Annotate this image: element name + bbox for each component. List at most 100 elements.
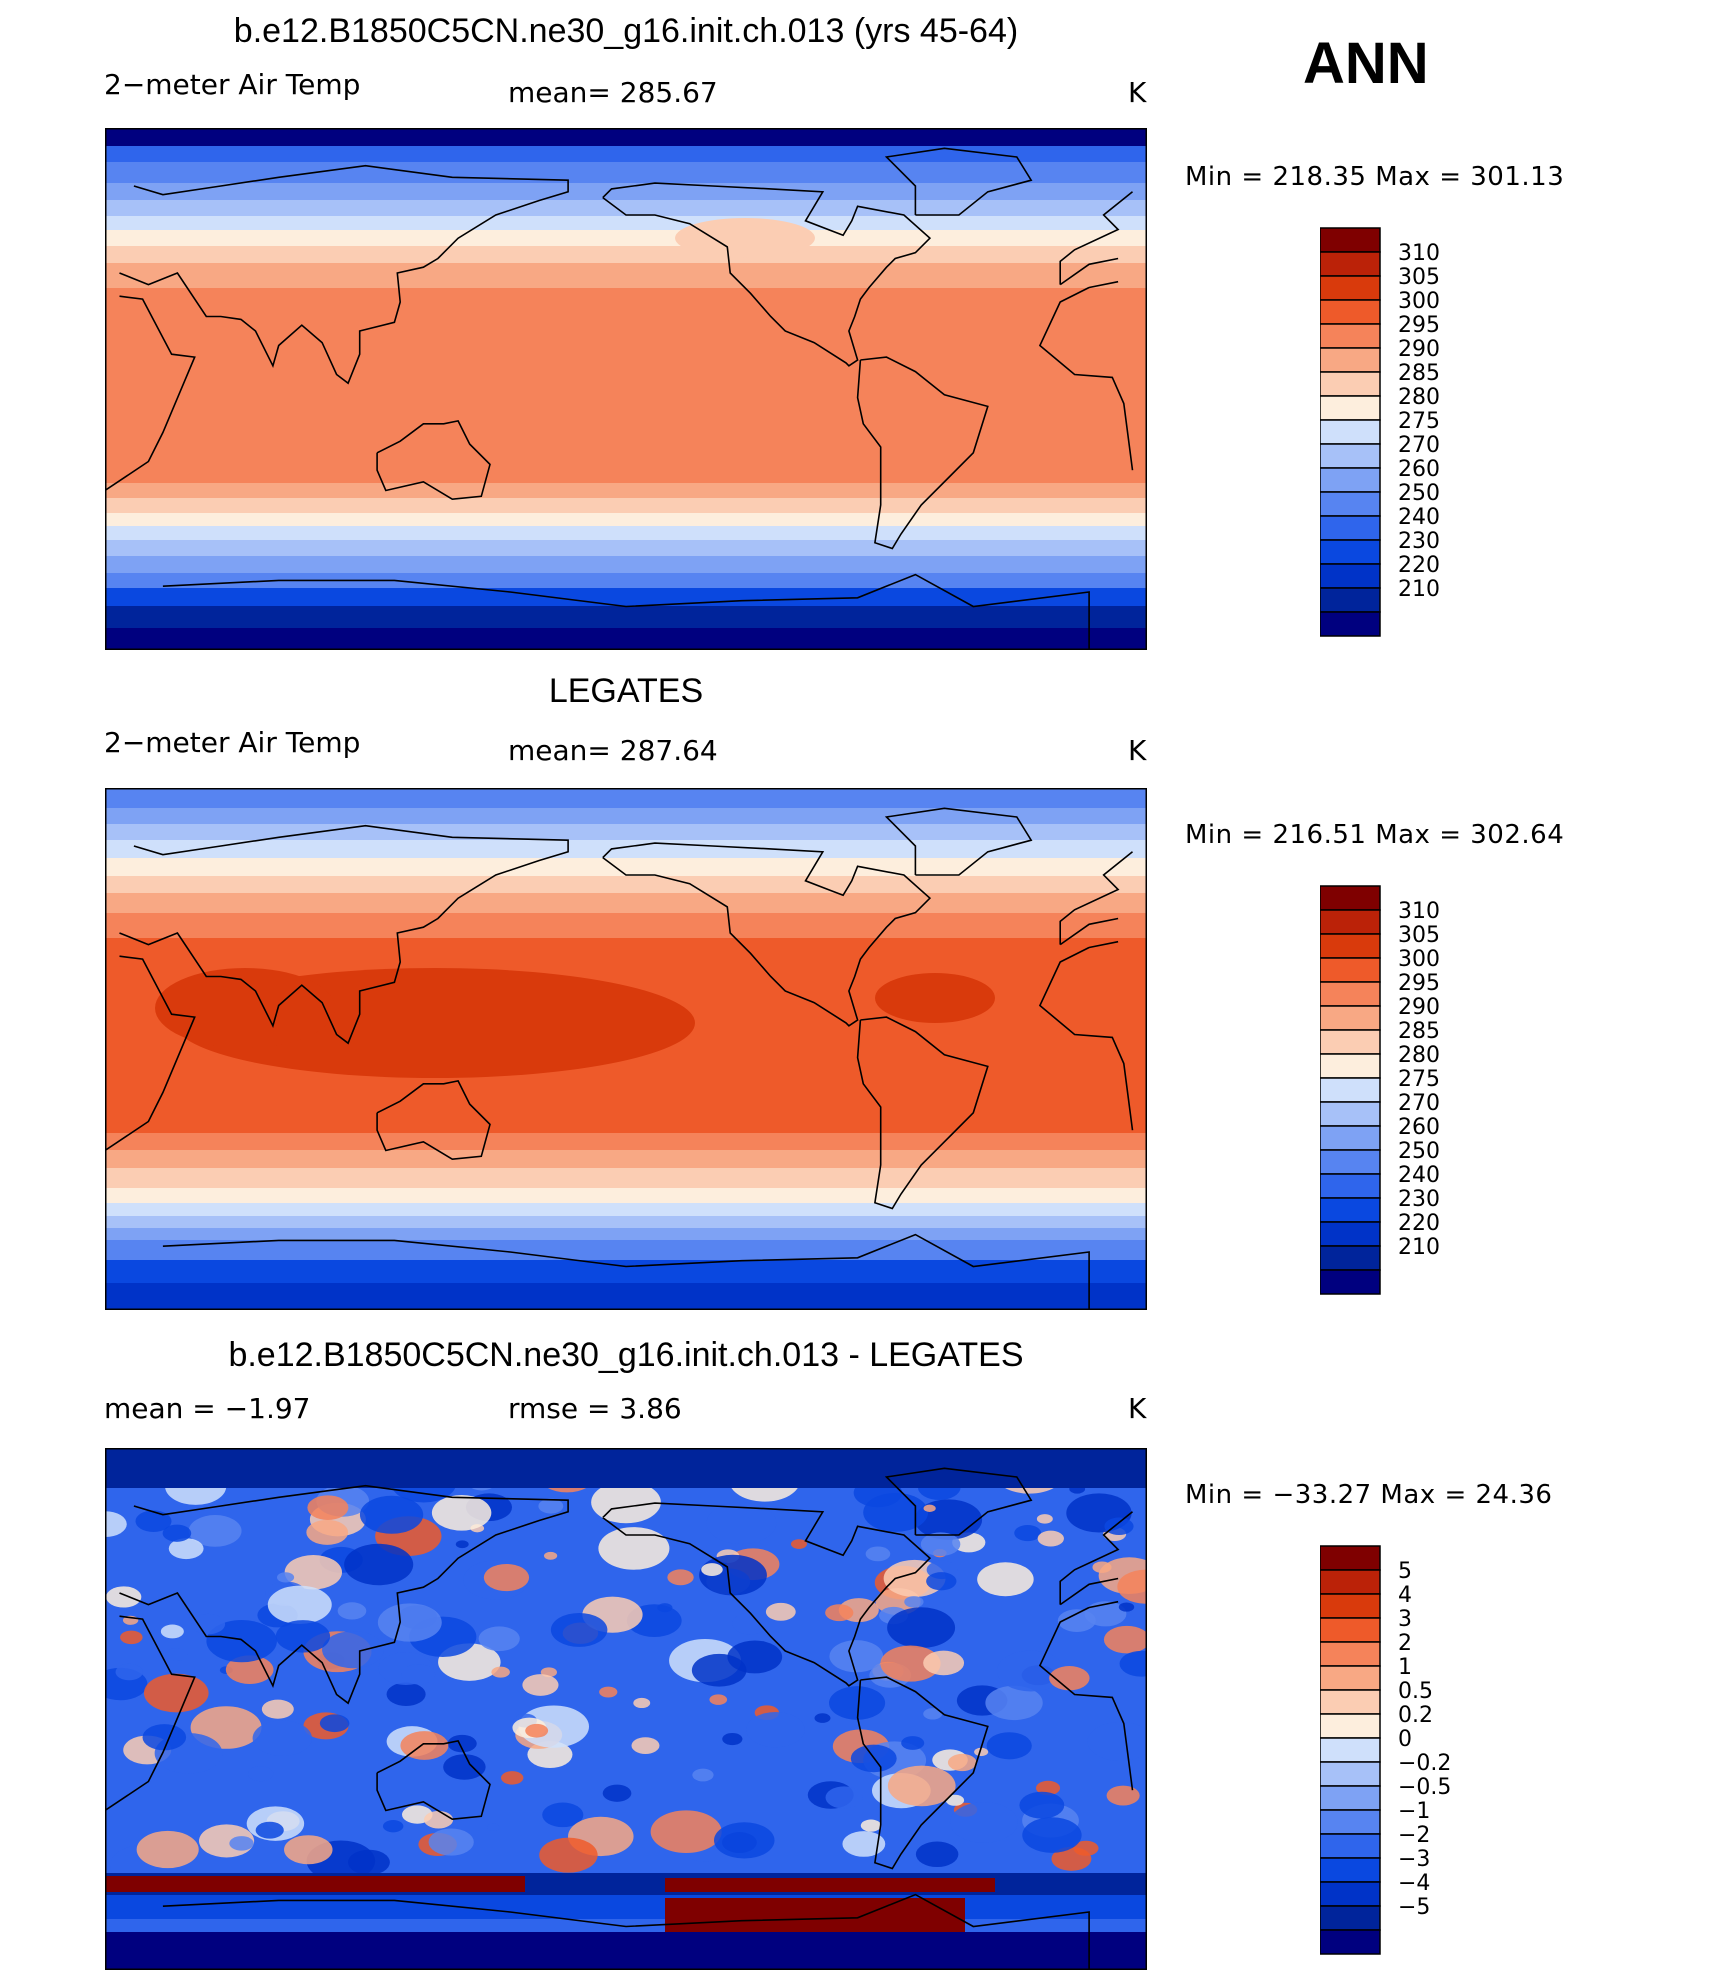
colorbar-tick-label: 220 xyxy=(1398,1211,1440,1236)
contour-band xyxy=(105,230,1147,246)
colorbar-box xyxy=(1320,419,1381,445)
diff-blob xyxy=(1103,1625,1147,1654)
diff-blob xyxy=(865,1546,891,1562)
contour-band xyxy=(105,1168,1147,1188)
coastline xyxy=(884,807,1033,876)
diff-blob xyxy=(377,1603,442,1642)
colorbar-box xyxy=(1320,1929,1381,1955)
diff-blob xyxy=(650,1810,722,1854)
diff-band xyxy=(105,1448,1147,1488)
contour-band xyxy=(105,1133,1147,1150)
diff-blob xyxy=(322,1631,384,1669)
colorbar-box xyxy=(1320,1077,1381,1103)
diff-blob xyxy=(1119,1650,1147,1677)
colorbar-box xyxy=(1320,563,1381,589)
diff-blob xyxy=(500,1771,524,1785)
diff-blob xyxy=(483,1563,530,1592)
colorbar-box xyxy=(1320,611,1381,637)
cool-patch xyxy=(675,218,815,258)
colorbar-tick-label: 280 xyxy=(1398,1043,1440,1068)
diff-blob xyxy=(160,1624,184,1639)
diff-blob xyxy=(746,1712,805,1748)
diff-blob xyxy=(714,1822,775,1859)
diff-blob xyxy=(860,1819,882,1832)
colorbar-box xyxy=(1320,1665,1381,1691)
contour-band xyxy=(105,540,1147,556)
colorbar-tick-label: 270 xyxy=(1398,1091,1440,1116)
diff-blob xyxy=(887,1765,956,1807)
colorbar-obs: 3103053002952902852802752702602502402302… xyxy=(1320,885,1440,1295)
diff-blob xyxy=(977,1562,1034,1597)
diff-blob xyxy=(863,1492,929,1532)
colorbar-tick-label: 250 xyxy=(1398,481,1440,506)
coastline xyxy=(602,842,932,1027)
diff-blob xyxy=(443,1754,486,1780)
colorbar-box xyxy=(1320,587,1381,613)
diff-blob xyxy=(284,1555,343,1590)
colorbar-box xyxy=(1320,1569,1381,1595)
diff-blob xyxy=(191,1613,226,1635)
diff-blob xyxy=(1036,1514,1053,1524)
diff-blob xyxy=(904,1596,924,1608)
diff-blob xyxy=(261,1699,294,1719)
colorbar-box xyxy=(1320,1881,1381,1907)
diff-blob xyxy=(115,1663,143,1681)
diff-blob xyxy=(455,1540,469,1549)
diff-blob xyxy=(722,1732,743,1746)
diff-blob xyxy=(143,1673,209,1713)
diff-blob xyxy=(525,1723,549,1738)
contour-band xyxy=(105,788,1147,808)
contour-band xyxy=(105,1240,1147,1260)
colorbar-tick-label: 3 xyxy=(1398,1607,1412,1632)
diff-blob xyxy=(275,1620,331,1653)
diff-blob xyxy=(344,1543,414,1586)
diff-blob xyxy=(491,1666,510,1678)
colorbar-tick-label: −5 xyxy=(1398,1895,1430,1920)
colorbar-box xyxy=(1320,1857,1381,1883)
diff-blob xyxy=(1092,1561,1112,1573)
contour-band xyxy=(105,246,1147,263)
contour-band xyxy=(105,1203,1147,1216)
colorbar-tick-label: 275 xyxy=(1398,409,1440,434)
diff-blob xyxy=(765,1602,796,1621)
diff-blob xyxy=(1117,1569,1147,1604)
colorbar-tick-label: 275 xyxy=(1398,1067,1440,1092)
diff-blob xyxy=(1014,1524,1042,1542)
diff-blob xyxy=(401,1664,436,1685)
colorbar-box xyxy=(1320,1617,1381,1643)
diff-blob xyxy=(252,1720,312,1756)
diff-blob xyxy=(667,1569,694,1586)
colorbar-box xyxy=(1320,1269,1381,1295)
units-label: K xyxy=(1128,1392,1147,1425)
contour-band xyxy=(105,858,1147,876)
diff-blob xyxy=(1022,1817,1082,1853)
diff-blob xyxy=(229,1836,254,1851)
map-frame xyxy=(105,1448,1147,1970)
colorbar-box xyxy=(1320,275,1381,301)
colorbar-box xyxy=(1320,1641,1381,1667)
diff-blob xyxy=(691,1653,747,1687)
map-model xyxy=(105,128,1147,650)
diff-blob xyxy=(168,1538,204,1560)
coastline xyxy=(105,280,1134,492)
colorbar-box xyxy=(1320,1029,1381,1055)
coastline xyxy=(119,164,1134,385)
diff-blob xyxy=(386,1682,426,1706)
colorbar-box xyxy=(1320,1593,1381,1619)
warm-pool xyxy=(155,968,335,1048)
contour-band xyxy=(105,513,1147,526)
diff-blob xyxy=(431,1494,492,1531)
colorbar-box xyxy=(1320,1833,1381,1859)
variable-label: 2−meter Air Temp xyxy=(104,726,361,759)
diff-blob xyxy=(428,1828,474,1856)
colorbar-tick-label: 260 xyxy=(1398,457,1440,482)
colorbar-box xyxy=(1320,1905,1381,1931)
colorbar-box xyxy=(1320,1713,1381,1739)
diff-blob xyxy=(631,1737,660,1754)
diff-blob xyxy=(538,1498,564,1514)
colorbar-tick-label: 230 xyxy=(1398,1187,1440,1212)
colorbar-tick-label: −4 xyxy=(1398,1871,1430,1896)
diff-blob xyxy=(307,1495,349,1520)
contour-band xyxy=(105,893,1147,913)
